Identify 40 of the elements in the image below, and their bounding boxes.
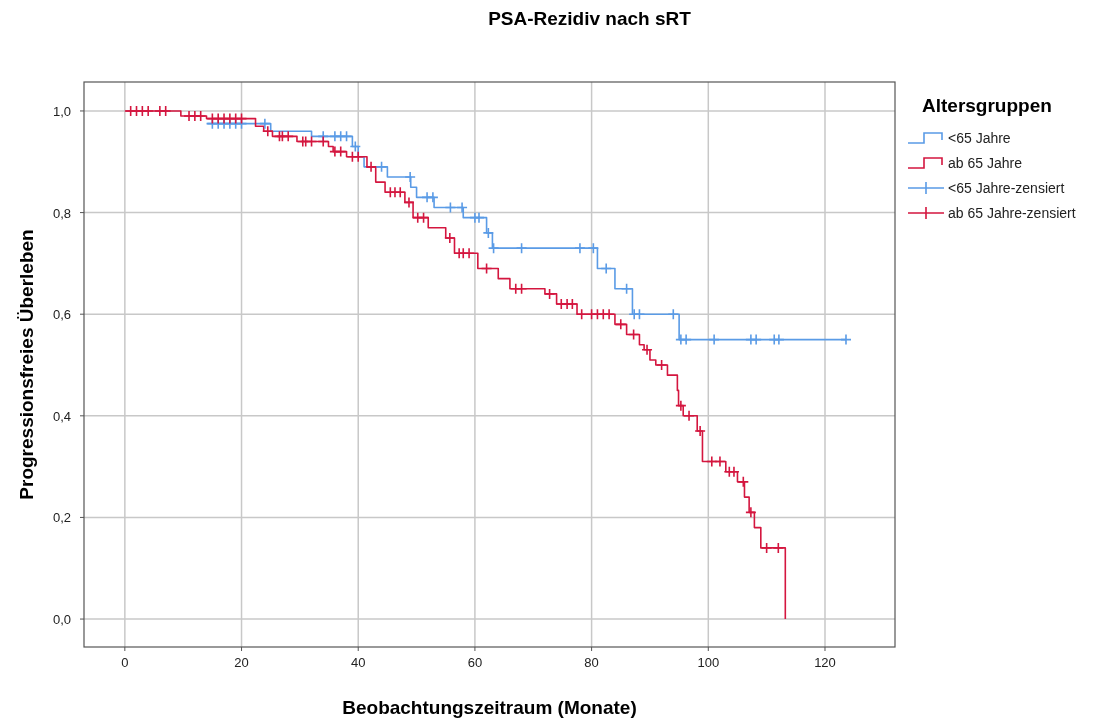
point (515, 242, 528, 254)
y-tick-label: 0,0 (52, 612, 71, 628)
point (574, 242, 586, 254)
x-tick-label: 40 (350, 655, 366, 670)
point (620, 282, 633, 295)
point (667, 308, 680, 320)
point (349, 140, 362, 153)
point (840, 333, 852, 346)
point (750, 333, 762, 346)
x-tick-label: 100 (697, 655, 720, 670)
chart-title: PSA-Rezidiv nach sRT (488, 8, 692, 29)
x-tick-label: 0 (121, 655, 129, 670)
legend-label: <65 Jahre-zensiert (948, 180, 1065, 196)
point (708, 333, 720, 346)
point (259, 117, 271, 130)
x-axis-title: Beobachtungszeitraum (Monate) (342, 697, 637, 718)
legend-label: ab 65 Jahre-zensiert (948, 205, 1076, 221)
y-axis-title: Progressionsfreies Überleben (16, 229, 37, 500)
x-tick-label: 20 (234, 655, 249, 670)
y-tick-label: 1,0 (52, 103, 71, 119)
point (680, 333, 692, 346)
point (375, 161, 388, 173)
x-tick-label: 80 (584, 655, 599, 670)
point (600, 262, 612, 275)
point (427, 191, 439, 204)
point (587, 242, 600, 254)
point (456, 201, 468, 214)
y-tick-label: 0,2 (52, 510, 71, 526)
legend-title: Altersgruppen (922, 95, 1052, 116)
point (444, 201, 457, 214)
point (404, 171, 416, 183)
y-tick-label: 0,8 (52, 205, 71, 221)
legend-label: <65 Jahre (948, 130, 1011, 146)
y-tick-label: 0,6 (52, 307, 71, 323)
legend-label: ab 65 Jahre (948, 155, 1023, 171)
x-tick-label: 120 (814, 655, 836, 670)
x-tick-label: 60 (467, 655, 483, 670)
point (487, 242, 500, 254)
y-tick-label: 0,4 (52, 408, 71, 424)
point (482, 227, 495, 239)
